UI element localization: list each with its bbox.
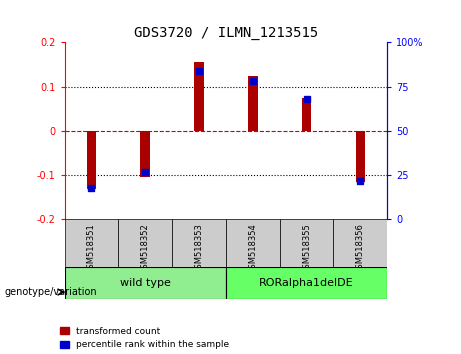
Bar bbox=[355, 131, 365, 182]
Legend: transformed count, percentile rank within the sample: transformed count, percentile rank withi… bbox=[60, 327, 229, 349]
Text: GSM518354: GSM518354 bbox=[248, 223, 257, 274]
Bar bbox=[65, 267, 226, 299]
Bar bbox=[333, 219, 387, 267]
Text: GSM518351: GSM518351 bbox=[87, 223, 96, 274]
Title: GDS3720 / ILMN_1213515: GDS3720 / ILMN_1213515 bbox=[134, 26, 318, 40]
Text: GSM518356: GSM518356 bbox=[356, 223, 365, 274]
Text: GSM518355: GSM518355 bbox=[302, 223, 311, 274]
Bar bbox=[172, 219, 226, 267]
Bar bbox=[226, 267, 387, 299]
Bar bbox=[194, 62, 204, 131]
Bar bbox=[65, 219, 118, 267]
Bar bbox=[118, 219, 172, 267]
Bar bbox=[280, 219, 333, 267]
Bar bbox=[248, 76, 258, 131]
Bar bbox=[301, 98, 311, 131]
Text: RORalpha1delDE: RORalpha1delDE bbox=[259, 278, 354, 288]
Text: genotype/variation: genotype/variation bbox=[5, 287, 97, 297]
Bar bbox=[140, 131, 150, 177]
Bar bbox=[226, 219, 280, 267]
Text: GSM518353: GSM518353 bbox=[195, 223, 203, 274]
Text: GSM518352: GSM518352 bbox=[141, 223, 150, 274]
Text: wild type: wild type bbox=[120, 278, 171, 288]
Bar bbox=[87, 131, 96, 188]
